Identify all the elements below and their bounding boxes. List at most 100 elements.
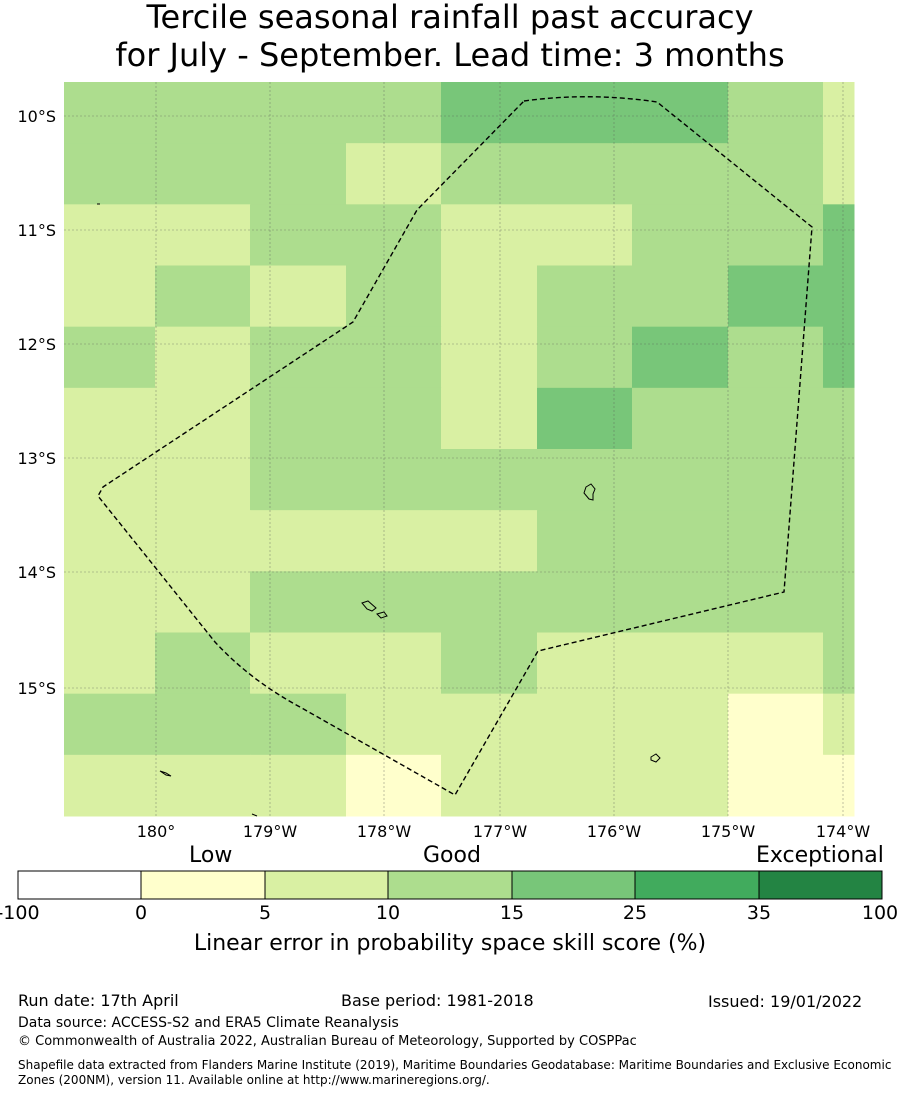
grid-cell [250, 449, 347, 511]
grid-cell [155, 449, 251, 511]
grid-cell [537, 510, 633, 572]
grid-cell [728, 143, 824, 205]
lon-label: 180° [137, 822, 176, 841]
data-source: Data source: ACCESS-S2 and ERA5 Climate … [18, 1015, 399, 1031]
grid-cell [632, 326, 729, 389]
lon-label: 175°W [701, 822, 756, 841]
grid-cell [155, 754, 251, 817]
grid-cell [823, 387, 855, 450]
lat-label: 11°S [17, 221, 56, 240]
grid-cell [155, 265, 251, 328]
grid-cell [346, 754, 442, 817]
grid-cell [155, 204, 251, 266]
island [361, 600, 377, 612]
grid-cell [250, 387, 347, 450]
colorbar-category-good: Good [423, 843, 481, 868]
colorbar-tick: 25 [622, 902, 648, 924]
grid-cell [64, 326, 156, 389]
colorbar-segment [758, 870, 883, 900]
colorbar-tick: 10 [375, 902, 401, 924]
colorbar-frame [17, 870, 883, 900]
grid-cell [728, 754, 824, 817]
grid-cell [823, 326, 855, 389]
grid-cell [64, 510, 156, 572]
grid-cell [441, 449, 538, 511]
grid-cell [823, 449, 855, 511]
grid-cell [441, 693, 538, 756]
grid-cell [728, 632, 824, 695]
grid-cell [346, 143, 442, 205]
colorbar-tick: 15 [499, 902, 525, 924]
grid-cell [537, 387, 633, 450]
grid-cell [537, 143, 633, 205]
grid-cell [441, 326, 538, 389]
grid-cell [823, 693, 855, 756]
grid-cell [441, 82, 538, 144]
grid-cell [441, 143, 538, 205]
grid-cell [346, 387, 442, 450]
grid-cell [250, 510, 347, 572]
grid-cell [155, 693, 251, 756]
grid-cell [441, 265, 538, 328]
colorbar-segment [511, 870, 636, 900]
grid-cell [64, 204, 156, 266]
shapefile-credit-line-2: Zones (200NM), version 11. Available onl… [18, 1073, 490, 1087]
grid-cell [632, 387, 729, 450]
grid-cell [728, 326, 824, 389]
grid-cell [346, 571, 442, 633]
grid-cell [823, 204, 855, 266]
grid-cell [632, 204, 729, 266]
grid-cell [441, 510, 538, 572]
grid-cell [823, 754, 855, 817]
base-period: Base period: 1981-2018 [341, 991, 534, 1010]
grid-cell [441, 754, 538, 817]
grid-cell [250, 82, 347, 144]
grid-cell [728, 449, 824, 511]
colorbar-title: Linear error in probability space skill … [193, 931, 707, 956]
lat-label: 12°S [17, 335, 56, 354]
lat-label: 15°S [17, 679, 56, 698]
colorbar [17, 870, 883, 900]
grid-cell [250, 265, 347, 328]
grid-cell [64, 632, 156, 695]
grid-cell [250, 632, 347, 695]
island [376, 611, 388, 619]
grid-cell [441, 571, 538, 633]
colorbar-segment [17, 870, 142, 900]
skill-grid [64, 82, 855, 817]
grid-cell [728, 387, 824, 450]
grid-cell [155, 510, 251, 572]
grid-cell [728, 510, 824, 572]
grid-cell [64, 571, 156, 633]
grid-cell [632, 632, 729, 695]
run-date: Run date: 17th April [18, 991, 179, 1010]
shapefile-credit-line-1: Shapefile data extracted from Flanders M… [18, 1058, 892, 1072]
grid-cell [346, 449, 442, 511]
grid-cell [728, 204, 824, 266]
grid-cell [823, 265, 855, 328]
colorbar-tick: 0 [134, 902, 148, 924]
lat-label: 13°S [17, 449, 56, 468]
grid-cell [64, 449, 156, 511]
colorbar-tick: -100 [0, 902, 40, 924]
grid-cell [537, 449, 633, 511]
grid-cell [823, 571, 855, 633]
grid-cell [250, 571, 347, 633]
island [251, 813, 258, 817]
colorbar-tick: 35 [746, 902, 772, 924]
grid-cell [728, 693, 824, 756]
grid-cell [537, 754, 633, 817]
chart-title-line-2: for July - September. Lead time: 3 month… [115, 36, 785, 74]
grid-cell [250, 754, 347, 817]
grid-cell [537, 204, 633, 266]
grid-cell [441, 387, 538, 450]
lon-label: 176°W [587, 822, 642, 841]
grid-cell [441, 204, 538, 266]
grid-cell [632, 82, 729, 144]
grid-cell [823, 143, 855, 205]
colorbar-segment [140, 870, 266, 900]
grid-cell [632, 510, 729, 572]
colorbar-segment [634, 870, 760, 900]
grid-cell [632, 571, 729, 633]
grid-cell [346, 632, 442, 695]
